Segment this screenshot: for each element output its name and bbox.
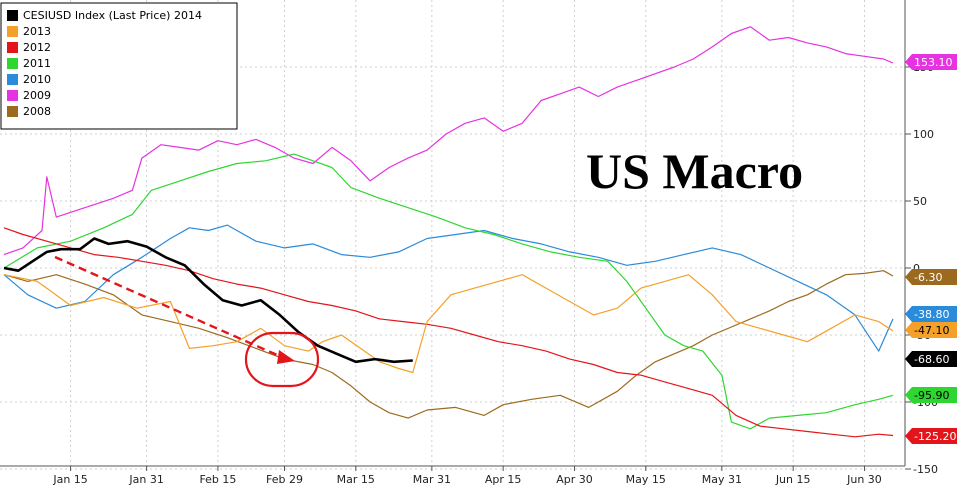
legend-box <box>0 2 238 130</box>
series-line <box>3 270 894 419</box>
legend-label: 2013 <box>23 25 51 38</box>
highlight-circle <box>244 331 320 388</box>
trend-arrow-head <box>277 350 295 364</box>
series-line <box>3 274 894 374</box>
legend-swatch <box>7 10 18 21</box>
series-line <box>3 237 413 364</box>
last-value-tag <box>905 428 957 444</box>
trend-arrow <box>54 255 285 360</box>
last-value-label: -47.10 <box>914 324 949 337</box>
x-tick-label: May 31 <box>702 473 742 486</box>
legend-label: 2011 <box>23 57 51 70</box>
x-tick-label: Mar 15 <box>337 473 375 486</box>
legend: CESIUSD Index (Last Price) 2014 2013 2012 2… <box>7 9 202 118</box>
series-line <box>3 227 894 438</box>
legend-label: 2009 <box>23 89 51 102</box>
legend-swatch <box>7 26 18 37</box>
x-tick-label: Feb 29 <box>266 473 303 486</box>
y-tick-label: -150 <box>913 463 938 476</box>
last-value-label: -125.20 <box>914 430 956 443</box>
legend-label: 2012 <box>23 41 51 54</box>
y-tick-label: 100 <box>913 128 934 141</box>
series-line <box>3 224 894 352</box>
last-value-label: 153.10 <box>914 56 953 69</box>
x-tick-label: Jun 30 <box>846 473 882 486</box>
legend-swatch <box>7 42 18 53</box>
x-tick-label: Apr 15 <box>485 473 522 486</box>
legend-label: CESIUSD Index (Last Price) 2014 <box>23 9 202 22</box>
series-line <box>3 26 894 256</box>
last-value-tag <box>905 54 957 70</box>
last-value-tag <box>905 387 957 403</box>
last-value-label: -6.30 <box>914 271 942 284</box>
y-tick-label: 50 <box>913 195 927 208</box>
x-tick-label: Jun 15 <box>775 473 811 486</box>
x-tick-label: Jan 31 <box>128 473 163 486</box>
legend-label: 2010 <box>23 73 51 86</box>
x-tick-label: Jan 15 <box>52 473 87 486</box>
x-tick-label: Apr 30 <box>556 473 593 486</box>
y-ticks: 150100500-50-100-150 <box>905 61 938 476</box>
last-value-tag <box>905 306 957 322</box>
legend-label: 2008 <box>23 105 51 118</box>
last-value-labels: -68.60 -47.10 -125.20 -95.90 -38.80 153.10 -6.… <box>905 54 957 444</box>
x-ticks: Jan 15 Jan 31 Feb 15 Feb 29 Mar 15 Mar 31 Apr … <box>52 466 882 486</box>
legend-swatch <box>7 74 18 85</box>
last-value-tag <box>905 322 957 338</box>
annotation-text: US Macro <box>586 143 803 199</box>
last-value-label: -68.60 <box>914 353 949 366</box>
last-value-label: -95.90 <box>914 389 949 402</box>
x-tick-label: Feb 15 <box>199 473 236 486</box>
last-value-label: -38.80 <box>914 308 949 321</box>
legend-swatch <box>7 90 18 101</box>
y-tick-label: 0 <box>913 262 920 275</box>
legend-swatch <box>7 58 18 69</box>
last-value-tag <box>905 351 957 367</box>
x-tick-label: May 15 <box>626 473 666 486</box>
last-value-tag <box>905 269 957 285</box>
legend-swatch <box>7 106 18 117</box>
series-lines <box>3 26 894 438</box>
x-tick-label: Mar 31 <box>413 473 451 486</box>
series-line <box>3 153 894 430</box>
